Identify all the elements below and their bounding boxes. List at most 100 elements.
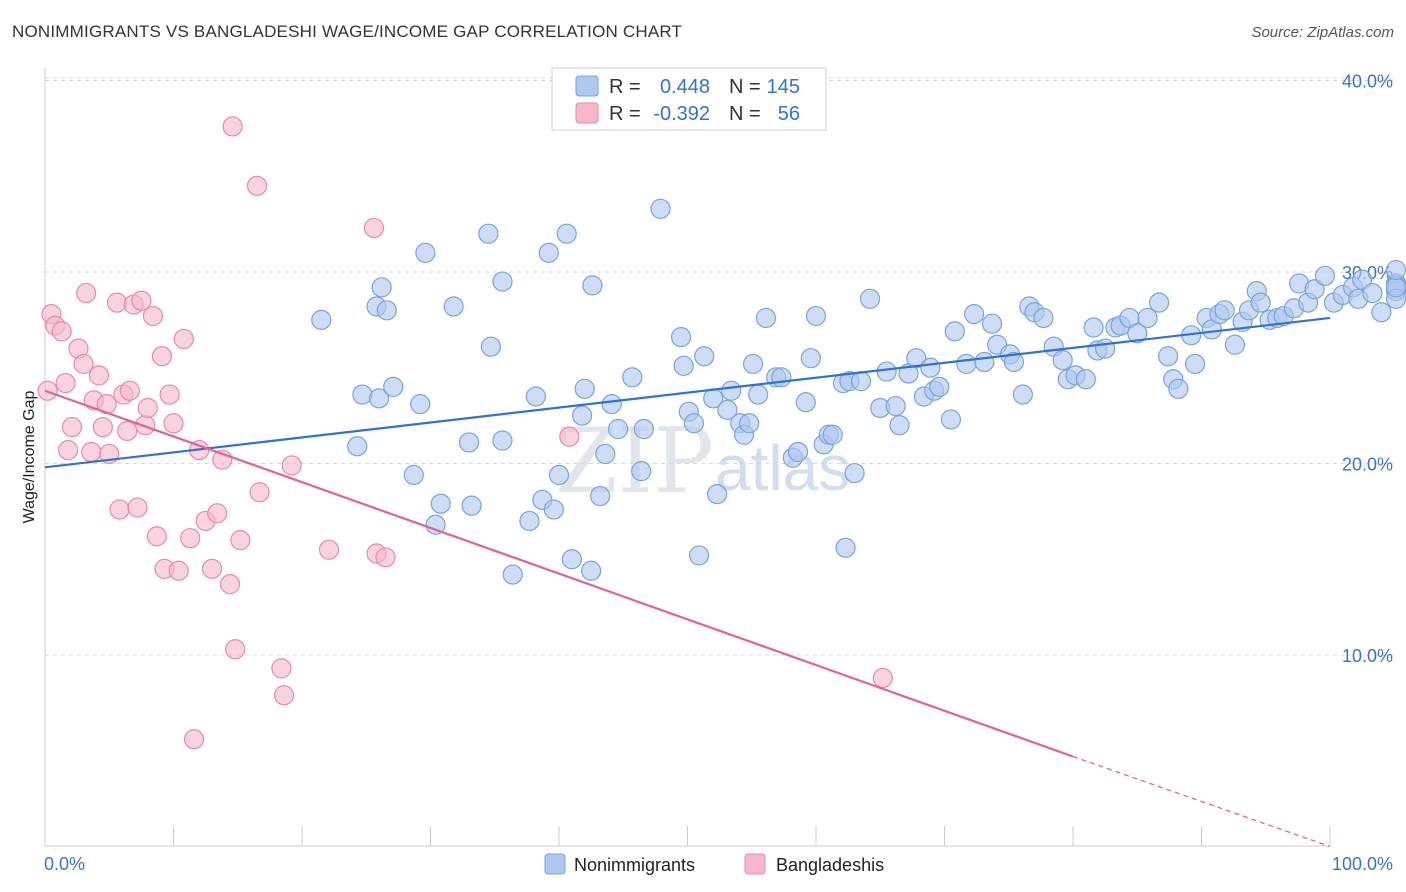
data-point [1385,259,1406,281]
data-point [673,355,694,376]
data-point [119,380,140,401]
data-point [430,493,451,514]
data-point [318,539,340,560]
data-point [492,430,513,451]
data-point [805,305,827,327]
data-point [249,482,270,503]
data-point [109,499,130,520]
data-point [1214,300,1235,321]
data-point [410,394,431,415]
data-point [688,545,710,566]
data-point [403,464,424,486]
data-point [1095,338,1116,359]
data-point [944,321,965,342]
data-point [1157,346,1179,367]
data-point [561,549,582,570]
data-point [1127,323,1148,344]
data-point [631,461,652,482]
legend-n-value-pink: 56 [778,103,800,125]
data-point [146,526,167,547]
data-point [88,365,110,386]
data-point [572,405,593,426]
data-point [1184,353,1206,375]
legend-n-label-pink: N = [729,103,761,125]
source-credit: Source: ZipAtlas.com [1251,24,1394,41]
data-point [502,564,523,585]
data-point [889,415,910,436]
data-point [721,380,742,401]
data-point [582,275,603,296]
data-point [55,372,76,394]
y-tick-labels: 10.0%20.0%30.0%40.0% [1342,72,1393,667]
legend-label-bangladeshis: Bangladeshis [776,855,884,875]
data-point [670,327,692,348]
data-point [559,426,580,447]
data-point [633,418,654,440]
data-point [369,388,390,409]
y-axis-title: Wage/Income Gap [21,391,38,524]
data-point [739,413,760,434]
data-point [1033,307,1054,329]
data-point [151,346,173,367]
data-point [415,242,436,263]
data-point [61,417,83,438]
data-point [1075,369,1096,390]
data-point [650,198,671,219]
series-nonimmigrants [311,198,1406,585]
data-point [480,336,501,357]
y-tick-label: 20.0% [1342,455,1393,475]
legend-swatch-bangladeshis [744,853,766,875]
y-tick-label: 10.0% [1342,646,1393,666]
data-point [51,321,72,342]
data-point [1052,349,1073,371]
data-point [478,223,499,244]
series-legend: Nonimmigrants Bangladeshis [544,853,884,875]
data-point [622,367,643,388]
data-point [1224,334,1246,355]
data-point [159,384,180,405]
data-point [371,277,392,298]
data-point [1385,277,1406,298]
data-point [163,413,184,434]
data-point [225,639,246,660]
data-point [1012,384,1033,405]
legend-n-value-blue: 145 [767,76,800,98]
data-point [352,384,373,405]
data-point [787,441,809,463]
trend-lines [44,316,1331,848]
data-point [230,529,251,551]
data-point [461,495,482,516]
y-tick-label: 40.0% [1342,72,1393,92]
data-point [492,271,513,292]
data-point [117,420,138,442]
data-point [131,290,152,311]
data-point [748,384,769,405]
data-point [885,395,906,417]
x-tick-label-max: 100.0% [1332,854,1393,874]
data-point [601,394,622,415]
data-point [180,528,201,549]
legend-n-label-blue: N = [729,76,761,98]
x-tick-marks [44,826,1331,846]
data-point [222,116,243,137]
data-point [173,328,194,350]
data-point [1362,282,1383,304]
data-point [844,462,865,484]
data-point [755,307,776,329]
data-point [183,729,205,750]
data-point [1371,302,1392,323]
data-point [548,464,570,486]
data-point [590,485,611,507]
data-point [940,409,962,430]
trend-line-nonimmigrants [44,316,1331,469]
data-point [920,357,941,378]
trend-line-bangladeshis [44,389,1074,758]
data-point [425,514,446,535]
data-point [201,558,223,579]
data-point [1304,279,1325,300]
legend-swatch-pink [575,102,599,124]
legend-swatch-blue [575,75,599,97]
data-point [859,288,881,309]
data-point [595,443,616,465]
